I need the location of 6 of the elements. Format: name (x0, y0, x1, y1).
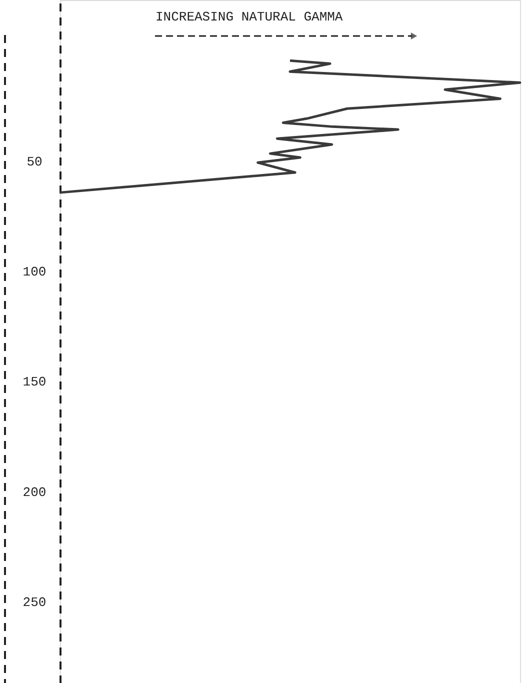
y-tick-label: 100 (22, 264, 46, 280)
y-tick-label: 150 (22, 374, 46, 390)
y-tick-label: 50 (26, 154, 42, 170)
x-axis-title: INCREASING NATURAL GAMMA (156, 10, 343, 24)
y-tick-label: 250 (22, 594, 46, 610)
y-tick-label: 200 (22, 484, 46, 500)
